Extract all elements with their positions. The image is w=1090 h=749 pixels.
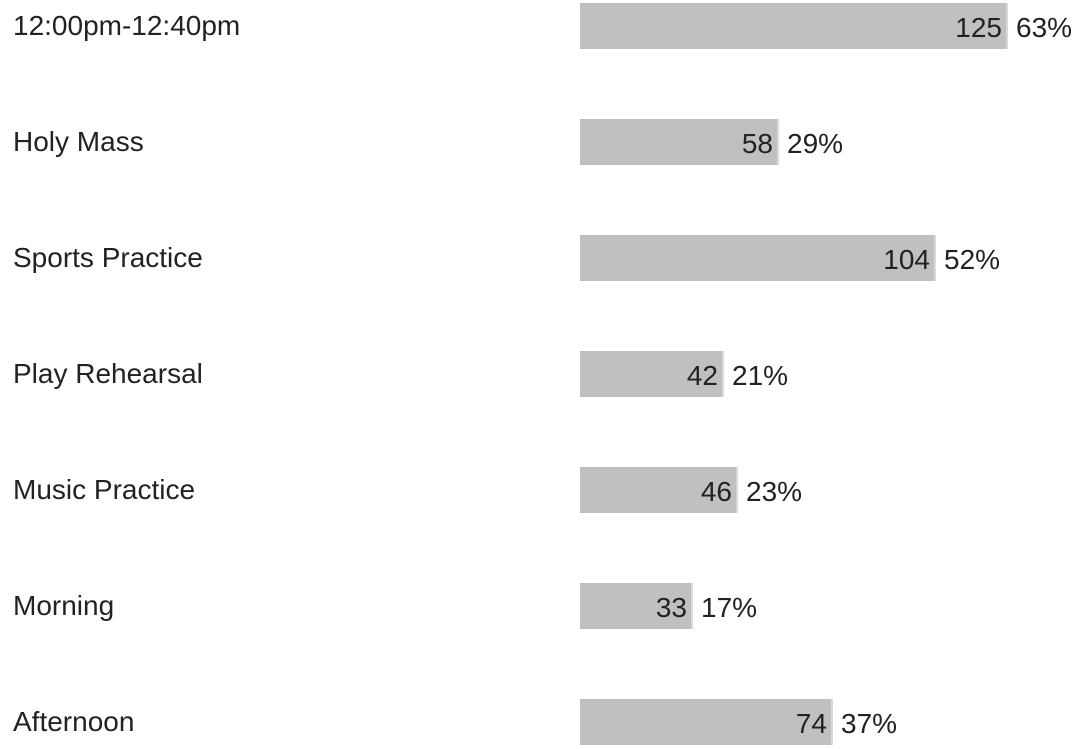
bar-row: Sports Practice 104 52%: [0, 235, 1090, 281]
bar-percent-label: 23%: [746, 476, 803, 507]
bar: [580, 235, 936, 281]
category-label: Afternoon: [13, 706, 135, 737]
category-label: Sports Practice: [13, 242, 203, 273]
bar: [580, 699, 833, 745]
category-label: Morning: [13, 590, 115, 621]
bar-value-label: 125: [955, 12, 1002, 43]
bar-percent-label: 29%: [787, 128, 844, 159]
category-label: 12:00pm-12:40pm: [13, 10, 241, 41]
bar: [580, 467, 738, 513]
bar-value-label: 104: [883, 244, 930, 275]
bar-row: Holy Mass 58 29%: [0, 119, 1090, 165]
bar: [580, 119, 779, 165]
bar: [580, 3, 1008, 49]
bar-row: Morning 33 17%: [0, 583, 1090, 629]
category-label: Play Rehearsal: [13, 358, 203, 389]
bar-row: Music Practice 46 23%: [0, 467, 1090, 513]
bar-value-label: 46: [700, 476, 732, 507]
bar: [580, 583, 693, 629]
category-label: Music Practice: [13, 474, 196, 505]
bar: [580, 351, 724, 397]
bar-value-label: 33: [655, 592, 687, 623]
bar-value-label: 58: [741, 128, 773, 159]
bar-percent-label: 63%: [1016, 12, 1073, 43]
bar-percent-label: 52%: [944, 244, 1001, 275]
category-label: Holy Mass: [13, 126, 144, 157]
bar-value-label: 42: [686, 360, 718, 391]
bar-row: Afternoon 74 37%: [0, 699, 1090, 745]
bar-row: Play Rehearsal 42 21%: [0, 351, 1090, 397]
bar-percent-label: 37%: [841, 708, 898, 739]
bar-percent-label: 17%: [701, 592, 758, 623]
bar-value-label: 74: [795, 708, 827, 739]
bar-row: 12:00pm-12:40pm 125 63%: [0, 3, 1090, 49]
bar-percent-label: 21%: [732, 360, 789, 391]
